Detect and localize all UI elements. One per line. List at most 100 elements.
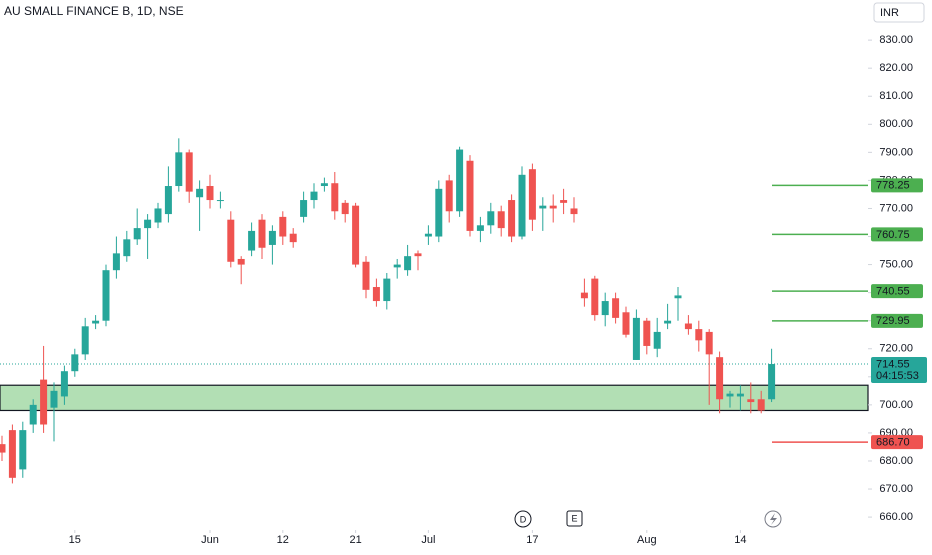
candle-body	[40, 379, 48, 425]
candle-body	[664, 320, 672, 324]
zone	[0, 384, 869, 412]
candle-body	[424, 233, 432, 237]
candle-body	[445, 180, 453, 212]
candle-body	[258, 219, 266, 248]
candle-body	[268, 230, 276, 245]
x-tick-label: 14	[734, 534, 746, 546]
candle-body	[144, 219, 152, 229]
candle-body	[341, 202, 349, 215]
candle-body	[570, 208, 578, 215]
level-label: 686.70	[876, 437, 910, 449]
x-tick-label: Aug	[637, 534, 657, 546]
candle-body	[331, 183, 339, 212]
candle-body	[643, 320, 651, 346]
candle-body	[404, 256, 412, 271]
level-label: 740.55	[876, 285, 910, 297]
chart-title: AU SMALL FINANCE B, 1D, NSE	[4, 4, 184, 18]
candle-body	[362, 261, 370, 290]
y-tick-label: 720.00	[879, 343, 913, 355]
candle-body	[393, 264, 401, 268]
candle-body	[518, 174, 526, 237]
candle-body	[237, 258, 245, 265]
candle-body	[497, 211, 505, 229]
candle-body	[528, 169, 536, 220]
level-label: 778.25	[876, 180, 910, 192]
candle-body	[591, 278, 599, 316]
candle-body	[674, 295, 682, 299]
y-tick-label: 810.00	[879, 90, 913, 102]
candle-body	[81, 326, 89, 355]
candle-body	[310, 191, 318, 201]
candle-body	[289, 233, 297, 243]
candle-body	[29, 404, 37, 425]
candle-body	[757, 399, 765, 411]
candle-body	[154, 208, 162, 223]
candle-body	[279, 216, 287, 237]
candle-body	[248, 230, 256, 251]
currency-box[interactable]	[873, 2, 925, 23]
candle-body	[372, 287, 380, 302]
candle-body	[164, 186, 172, 215]
candle-body	[0, 444, 6, 453]
candle-body	[705, 331, 713, 355]
candle-body	[632, 317, 640, 360]
x-tick-label: Jun	[201, 534, 219, 546]
candle-body	[476, 225, 484, 231]
x-tick-label: 12	[277, 534, 289, 546]
candle-body	[102, 270, 110, 321]
level-label: 729.95	[876, 315, 910, 327]
level-label: 760.75	[876, 229, 910, 241]
candle-body	[320, 183, 328, 187]
badge-label: E	[571, 513, 577, 523]
level-tag	[871, 178, 923, 193]
y-tick-label: 700.00	[879, 399, 913, 411]
y-tick-label: 830.00	[879, 34, 913, 46]
candle-body	[508, 200, 516, 237]
x-tick-label: 15	[69, 534, 81, 546]
candle-body	[747, 399, 755, 403]
candle-body	[92, 320, 100, 324]
candle-body	[768, 364, 776, 400]
y-tick-label: 680.00	[879, 455, 913, 467]
currency[interactable]: INR	[880, 7, 899, 19]
candle-body	[196, 188, 204, 198]
candle-body	[622, 312, 630, 335]
candle-body	[227, 219, 235, 262]
candle-body	[580, 292, 588, 299]
candle-body	[653, 331, 661, 349]
candle-body	[695, 329, 703, 341]
candle-body	[456, 149, 464, 212]
candle-body	[352, 205, 360, 265]
candle-body	[8, 430, 16, 478]
candle-body	[414, 253, 422, 257]
candle-body	[736, 393, 744, 397]
y-tick-label: 800.00	[879, 118, 913, 130]
candle-body	[612, 298, 620, 318]
level-tag	[871, 227, 923, 242]
y-tick-label: 790.00	[879, 146, 913, 158]
candle-body	[560, 200, 568, 203]
candle-body	[112, 253, 120, 271]
candle-body	[539, 205, 547, 209]
candle-body	[435, 188, 443, 237]
y-tick-label: 670.00	[879, 483, 913, 495]
badge-earnings[interactable]	[566, 510, 583, 527]
candle-body	[684, 323, 692, 330]
level-tag	[871, 284, 923, 299]
badge-dividend[interactable]	[514, 510, 532, 528]
candle-body	[185, 152, 193, 192]
candle-body	[487, 211, 495, 226]
lightning-icon	[770, 513, 777, 525]
candle-body	[716, 357, 724, 400]
y-tick-label: 770.00	[879, 202, 913, 214]
countdown: 04:15:53	[876, 370, 919, 382]
y-tick-label: 660.00	[879, 511, 913, 523]
x-tick-label: 17	[526, 534, 538, 546]
candle-body	[60, 371, 68, 397]
badge-label: D	[520, 514, 527, 524]
candle-body	[175, 152, 183, 187]
x-tick-label: Jul	[421, 534, 435, 546]
x-tick-label: 21	[349, 534, 361, 546]
